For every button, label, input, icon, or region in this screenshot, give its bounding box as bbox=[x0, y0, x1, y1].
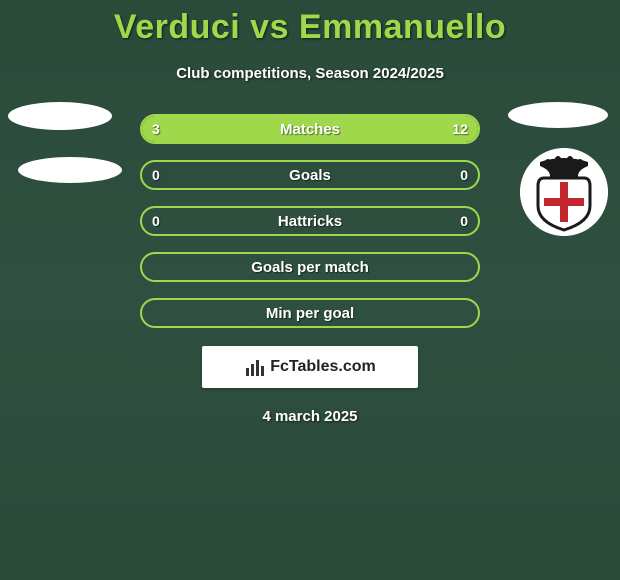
stat-bar-goals: 0 Goals 0 bbox=[140, 160, 480, 190]
stat-label: Hattricks bbox=[278, 213, 342, 230]
page-title: Verduci vs Emmanuello bbox=[0, 8, 620, 47]
brand-label: FcTables.com bbox=[270, 358, 376, 376]
bars-chart-icon bbox=[244, 356, 266, 378]
bar-fill-right bbox=[209, 116, 478, 142]
stat-label: Min per goal bbox=[266, 305, 354, 322]
date-label: 4 march 2025 bbox=[0, 408, 620, 425]
stat-bar-goals-per-match: Goals per match bbox=[140, 252, 480, 282]
stat-right-value: 0 bbox=[460, 167, 468, 183]
right-club-crest bbox=[520, 148, 608, 236]
stat-label: Goals per match bbox=[251, 259, 369, 276]
stat-right-value: 0 bbox=[460, 213, 468, 229]
stat-right-value: 12 bbox=[452, 121, 468, 137]
stat-label: Goals bbox=[289, 167, 331, 184]
stat-left-value: 0 bbox=[152, 213, 160, 229]
stat-bar-matches: 3 Matches 12 bbox=[140, 114, 480, 144]
stat-bar-hattricks: 0 Hattricks 0 bbox=[140, 206, 480, 236]
stat-bar-min-per-goal: Min per goal bbox=[140, 298, 480, 328]
left-club-badge-1 bbox=[8, 102, 112, 130]
stats-area: 3 Matches 12 0 Goals 0 0 Hattricks 0 bbox=[0, 114, 620, 425]
stat-left-value: 0 bbox=[152, 167, 160, 183]
comparison-card: Verduci vs Emmanuello Club competitions,… bbox=[0, 0, 620, 580]
subtitle: Club competitions, Season 2024/2025 bbox=[0, 65, 620, 82]
brand-box[interactable]: FcTables.com bbox=[202, 346, 418, 388]
left-club-badge-2 bbox=[18, 157, 122, 183]
stat-left-value: 3 bbox=[152, 121, 160, 137]
crest-icon bbox=[520, 148, 608, 236]
stat-bars: 3 Matches 12 0 Goals 0 0 Hattricks 0 bbox=[140, 114, 480, 328]
stat-label: Matches bbox=[280, 121, 340, 138]
right-club-badge-1 bbox=[508, 102, 608, 128]
